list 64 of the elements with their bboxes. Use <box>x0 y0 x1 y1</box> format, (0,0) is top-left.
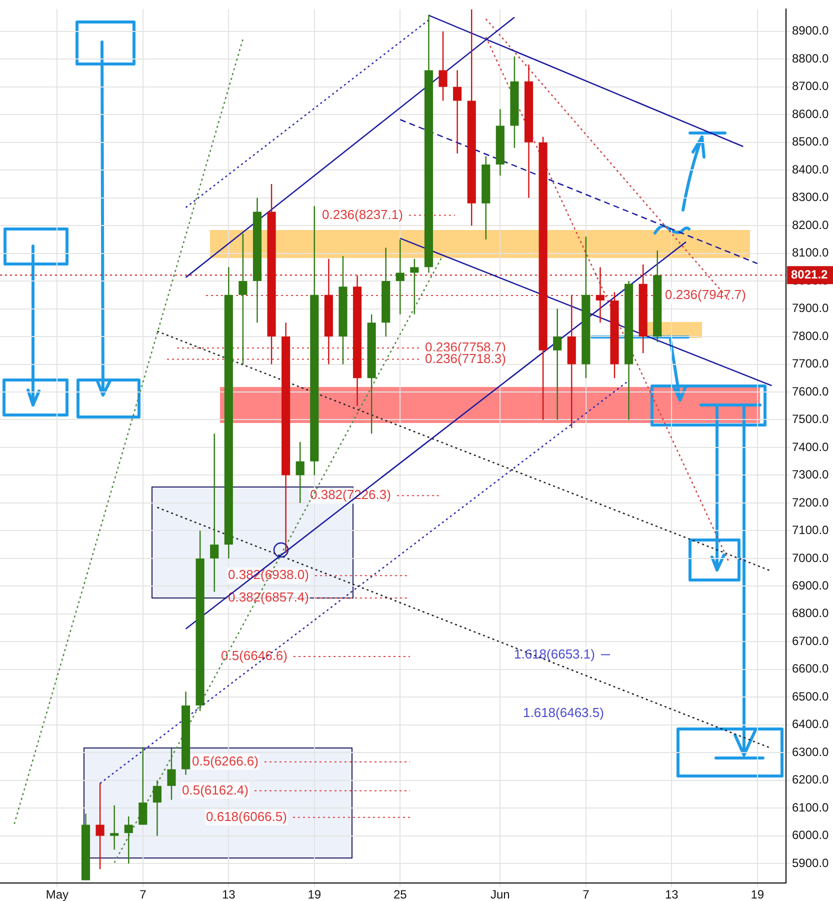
y-tick-label: 6900.0 <box>792 578 830 592</box>
y-tick-label: 7800.0 <box>792 328 830 343</box>
y-tick-label: 7700.0 <box>792 356 830 371</box>
candlestick <box>124 816 133 864</box>
x-tick-label: 19 <box>308 888 322 901</box>
x-tick-label: Jun <box>490 888 510 901</box>
x-tick-label: 13 <box>222 888 236 901</box>
y-tick-label: 7100.0 <box>792 523 830 538</box>
ref-line-label: 0.236(7718.3) <box>425 350 506 366</box>
y-tick-label: 7500.0 <box>792 412 830 426</box>
candlestick <box>453 70 462 154</box>
x-tick-label: 19 <box>750 888 764 901</box>
x-tick-label: 7 <box>140 888 147 901</box>
y-tick-label: 8700.0 <box>792 79 830 94</box>
y-tick-label: 7300.0 <box>792 468 830 482</box>
ref-line-label: 0.236(7758.7) <box>425 340 506 355</box>
y-tick-label: 8300.0 <box>792 190 830 204</box>
ref-line-label: 0.5(6162.4) <box>182 782 248 798</box>
x-tick-label: 7 <box>582 888 590 901</box>
candlestick <box>152 780 162 836</box>
candlestick <box>138 746 148 826</box>
candlestick <box>238 233 248 365</box>
y-tick-label: 6300.0 <box>792 744 830 759</box>
y-tick-label: 8100.0 <box>792 246 830 260</box>
y-tick-label: 7600.0 <box>792 384 830 398</box>
ref-line-label: 0.236(7947.7) <box>665 287 746 302</box>
ref-line-label: 0.5(6646.6) <box>221 648 288 664</box>
y-tick-label: 8600.0 <box>792 106 830 121</box>
y-tick-label: 8500.0 <box>792 134 830 149</box>
y-tick-label: 7900.0 <box>792 301 830 316</box>
y-tick-label: 6600.0 <box>792 662 830 676</box>
y-tick-label: 7200.0 <box>792 495 830 510</box>
candlestick <box>210 433 219 592</box>
x-tick-label: May <box>46 888 68 901</box>
y-tick-label: 6400.0 <box>792 717 830 732</box>
candlestick <box>167 746 176 800</box>
y-tick-label: 5900.0 <box>792 856 830 870</box>
y-tick-label: 6100.0 <box>792 800 830 814</box>
y-tick-label: 7400.0 <box>792 440 830 454</box>
y-tick-label: 6700.0 <box>792 634 830 648</box>
candlestick <box>110 804 119 850</box>
candlestick <box>553 308 562 420</box>
ref-line-label: 0.382(6857.4) <box>228 590 309 605</box>
y-tick-label: 6200.0 <box>792 772 830 787</box>
candlestick <box>438 30 448 102</box>
x-tick-label: 25 <box>393 888 408 901</box>
y-tick-label: 7000.0 <box>792 550 830 565</box>
y-tick-label: 8900.0 <box>792 24 830 38</box>
annotation: 1.618(6463.5) <box>523 704 604 720</box>
y-tick-label: 6800.0 <box>792 606 830 620</box>
ref-line-label: 8021.2 <box>791 267 828 282</box>
y-tick-label: 8800.0 <box>792 51 830 66</box>
candlestick <box>296 441 304 504</box>
candlestick <box>410 258 419 315</box>
ref-line-label: 0.5(6266.6) <box>192 753 258 768</box>
y-tick-label: 6500.0 <box>792 689 830 704</box>
x-tick-label: 13 <box>664 888 679 901</box>
y-tick-label: 6000.0 <box>792 828 830 842</box>
candlestick <box>96 782 104 870</box>
ref-line-label: 0.618(6066.5) <box>206 808 287 824</box>
y-tick-label: 8200.0 <box>792 218 830 232</box>
y-tick-label: 8400.0 <box>792 162 830 176</box>
candlestick <box>396 238 404 315</box>
ref-line-label: 0.236(8237.1) <box>322 206 403 222</box>
